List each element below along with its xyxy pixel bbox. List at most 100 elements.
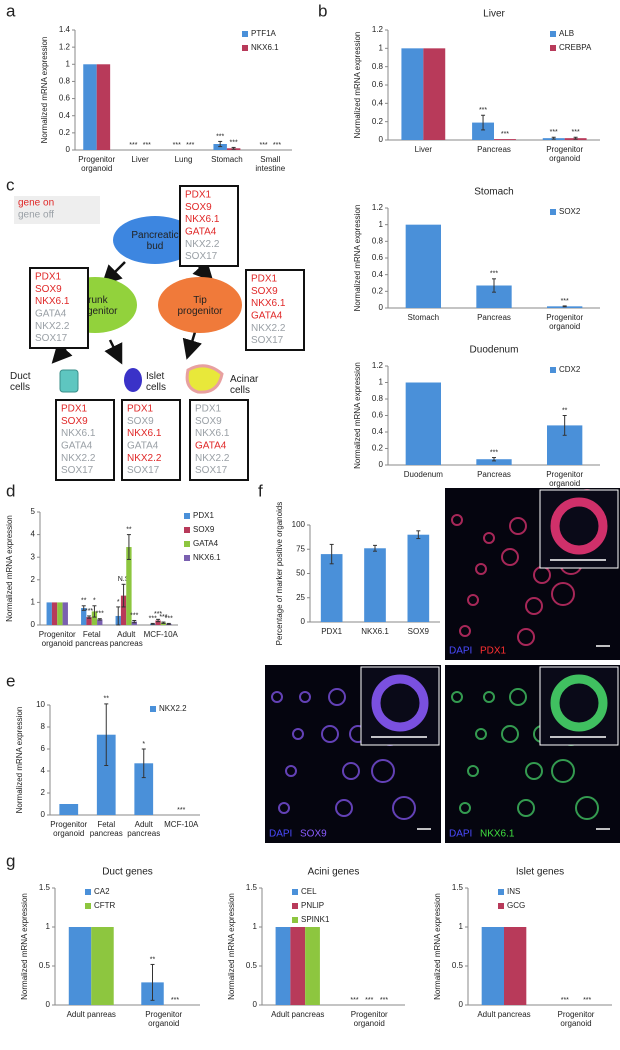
significance-label: *** [143, 142, 151, 149]
y-tick-label: 1 [253, 922, 258, 931]
diagram-shape [124, 368, 142, 392]
significance-label: *** [583, 997, 591, 1004]
legend-label: SOX2 [559, 207, 581, 216]
x-tick-label: Liver [415, 145, 433, 154]
bar [405, 224, 441, 308]
legend-bg [14, 196, 100, 224]
organoid [483, 691, 495, 703]
chart-title: Duct genes [102, 867, 153, 878]
y-tick-label: 0.4 [372, 98, 384, 107]
x-tick-label: Progenitor organoid [145, 1010, 182, 1028]
organoid [509, 688, 527, 706]
channel-label: SOX9 [300, 829, 327, 840]
bar [476, 459, 512, 465]
significance-label: *** [85, 608, 93, 615]
organoid [271, 691, 283, 703]
y-tick-label: 1 [66, 59, 71, 68]
significance-label: *** [171, 997, 179, 1004]
significance-label: *** [129, 142, 137, 149]
significance-label: ** [126, 526, 132, 533]
gene-box [245, 269, 305, 351]
gene-name: SOX9 [35, 284, 62, 295]
x-tick-label: Liver [131, 155, 149, 164]
x-tick-label: Progenitor organoid [546, 313, 583, 331]
y-tick-label: 1.2 [372, 361, 384, 370]
y-tick-label: 1 [379, 378, 384, 387]
legend-swatch [242, 45, 248, 51]
diagram-legend: gene on [18, 198, 54, 209]
gene-name: NKX6.1 [185, 214, 220, 225]
y-tick-label: 1 [46, 922, 51, 931]
legend-swatch [184, 541, 190, 547]
gene-name: NKX6.1 [251, 298, 286, 309]
node-label: Trunk progenitor [72, 295, 118, 317]
y-axis-label: Normalized mRNA expression [353, 205, 362, 312]
y-tick-label: 10 [36, 700, 45, 709]
significance-label: *** [154, 611, 162, 618]
y-axis-label: Normalized mRNA expression [353, 32, 362, 139]
significance-label: *** [572, 129, 580, 136]
bar [481, 927, 504, 1005]
y-tick-label: 0.6 [372, 411, 384, 420]
gene-box [55, 399, 115, 481]
significance-label: *** [186, 142, 194, 149]
x-tick-label: Small intestine [255, 155, 285, 173]
legend-swatch [184, 527, 190, 533]
gene-name: GATA4 [61, 441, 93, 452]
organoid [451, 514, 463, 526]
significance-label: * [93, 598, 96, 605]
legend-swatch [292, 903, 298, 909]
x-tick-label: Fetal pancreas [75, 630, 108, 648]
legend-label: SOX9 [193, 525, 215, 534]
organoid [467, 594, 479, 606]
y-tick-label: 1 [379, 43, 384, 52]
chart-title: Acini genes [308, 867, 360, 878]
bar [134, 763, 154, 815]
bar [96, 734, 116, 815]
bar [320, 554, 343, 622]
node-label: Duct cells [10, 371, 31, 393]
y-tick-label: 0.2 [372, 117, 384, 126]
channel-label: DAPI [449, 829, 472, 840]
organoid [525, 597, 543, 615]
organoid [475, 728, 487, 740]
y-tick-label: 0 [66, 145, 71, 154]
y-axis-label: Normalized mRNA expression [433, 893, 442, 1000]
organoid [517, 628, 535, 646]
bar [407, 534, 430, 622]
x-tick-label: Lung [175, 155, 193, 164]
bar [401, 48, 424, 141]
x-tick-label: Progenitor organoid [78, 155, 115, 173]
significance-label: *** [561, 298, 569, 305]
legend-label: CDX2 [559, 365, 581, 374]
legend-label: PTF1A [251, 29, 277, 38]
y-tick-label: 0 [41, 810, 46, 819]
y-tick-label: 1.2 [59, 42, 71, 51]
bar [81, 608, 87, 625]
gene-name: GATA4 [195, 441, 227, 452]
bar [126, 547, 132, 625]
gene-name: NKX2.2 [35, 321, 70, 332]
chart-title: Islet genes [516, 867, 564, 878]
y-tick-label: 0 [379, 460, 384, 469]
significance-label: *** [490, 449, 498, 456]
y-tick-label: 50 [296, 569, 305, 578]
y-tick-label: 75 [296, 544, 305, 553]
y-tick-label: 1.4 [59, 25, 71, 34]
x-tick-label: Stomach [408, 313, 440, 322]
bar [494, 139, 516, 140]
organoid [335, 799, 353, 817]
gene-name: GATA4 [127, 441, 159, 452]
y-tick-label: 0 [459, 1000, 464, 1009]
gene-name: SOX9 [195, 416, 222, 427]
x-tick-label: Pancreas [477, 313, 511, 322]
legend-label: PDX1 [193, 511, 214, 520]
legend-label: NKX6.1 [251, 43, 279, 52]
gene-name: NKX2.2 [195, 453, 230, 464]
gene-name: GATA4 [251, 311, 283, 322]
gene-box [189, 399, 249, 481]
gene-name: SOX17 [251, 335, 284, 346]
bar [68, 927, 92, 1005]
gene-name: SOX17 [61, 465, 94, 476]
gene-name: SOX17 [127, 465, 160, 476]
